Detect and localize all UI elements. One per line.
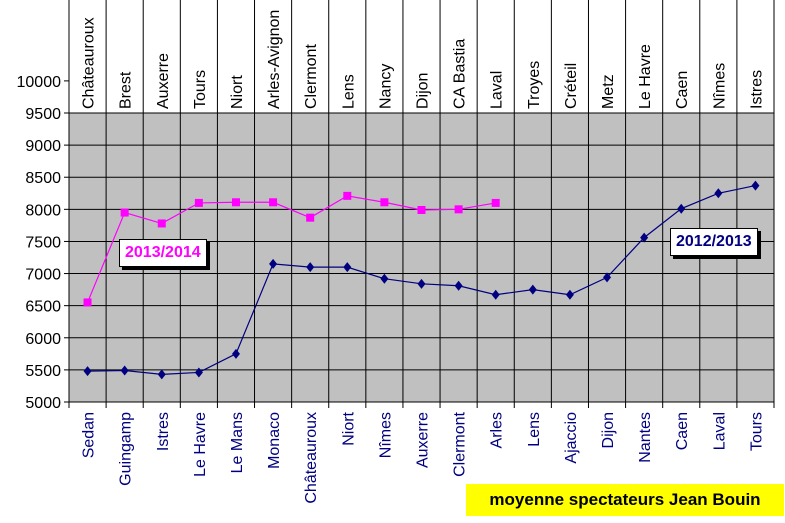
bottom-axis-label: Nîmes <box>377 412 394 458</box>
series-group <box>83 180 760 380</box>
top-axis-label: Caen <box>674 71 691 109</box>
data-point-square <box>120 208 129 217</box>
data-point-diamond <box>231 348 240 359</box>
bottom-axis-label: Auxerre <box>415 412 432 468</box>
y-axis: 5000 5500 6000 6500 7000 7500 8000 8500 9000 9500… <box>17 60 70 412</box>
top-axis-label: Nîmes <box>711 63 728 109</box>
y-tick-label: 7000 <box>25 267 61 284</box>
data-point-diamond <box>380 273 389 284</box>
y-tick-label: 7500 <box>25 234 61 251</box>
data-point-diamond <box>603 272 612 283</box>
y-tick-label: 10000 <box>17 74 62 91</box>
top-axis-labels: Châteauroux Brest Auxerre Tours Niort Arles-A… <box>81 10 766 109</box>
data-point-diamond <box>640 232 649 243</box>
data-point-square <box>83 298 92 307</box>
top-axis-label: Arles-Avignon <box>266 10 283 109</box>
data-point-diamond <box>120 365 129 376</box>
data-point-diamond <box>454 280 463 291</box>
bottom-axis-label: Arles <box>489 412 506 448</box>
chart-title: moyenne spectateurs Jean Bouin <box>466 484 784 516</box>
bottom-axis-labels: Sedan Guingamp Istres Le Havre Le Mans Monaco… <box>81 411 766 503</box>
top-axis-label: Dijon <box>415 73 432 109</box>
bottom-axis-label: Dijon <box>600 412 617 448</box>
legend-2013-2014: 2013/2014 <box>119 239 207 267</box>
y-tick-label: 9000 <box>25 138 61 155</box>
bottom-axis-label: Niort <box>340 411 357 445</box>
bottom-axis-label: Monaco <box>266 412 283 469</box>
data-point-diamond <box>269 258 278 269</box>
data-point-diamond <box>343 262 352 273</box>
data-point-square <box>157 219 166 228</box>
y-tick-label: 9500 <box>25 106 61 123</box>
bottom-axis-label: Nantes <box>637 412 654 463</box>
bottom-axis-label: Tours <box>748 412 765 451</box>
y-tick-label: 5000 <box>25 395 61 412</box>
y-tick-label: 8000 <box>25 202 61 219</box>
bottom-axis-label: Istres <box>155 412 172 451</box>
y-tick-label: 8500 <box>25 170 61 187</box>
chart-title-text: moyenne spectateurs Jean Bouin <box>489 490 761 509</box>
data-point-square <box>491 198 500 207</box>
bottom-axis-label: Laval <box>711 412 728 450</box>
bottom-axis-label: Sedan <box>81 412 98 458</box>
data-point-diamond <box>751 180 760 191</box>
data-point-diamond <box>491 289 500 300</box>
top-axis-label: Laval <box>489 71 506 109</box>
data-point-square <box>231 198 240 207</box>
bottom-axis-label: Caen <box>674 412 691 450</box>
top-axis-label: Troyes <box>526 61 543 109</box>
top-axis-label: Nancy <box>377 64 394 109</box>
bottom-axis-label: Châteauroux <box>303 412 320 504</box>
y-tick-label: 6000 <box>25 331 61 348</box>
data-point-diamond <box>83 366 92 377</box>
bottom-axis-label: Guingamp <box>118 412 135 486</box>
data-point-diamond <box>306 262 315 273</box>
top-axis-label: Metz <box>600 74 617 109</box>
bottom-axis-label: Le Mans <box>229 412 246 473</box>
y-tick-label: 5500 <box>25 363 61 380</box>
data-point-square <box>269 198 278 207</box>
top-axis-label: Créteil <box>563 63 580 109</box>
gridlines <box>68 0 775 408</box>
data-point-square <box>306 213 315 222</box>
legend-label-2013-2014: 2013/2014 <box>125 244 201 261</box>
legend-label-2012-2013: 2012/2013 <box>676 233 752 250</box>
top-axis-label: CA Bastia <box>452 39 469 109</box>
data-point-diamond <box>565 289 574 300</box>
data-point-diamond <box>528 284 537 295</box>
top-axis-label: Niort <box>229 75 246 109</box>
top-axis-label: Châteauroux <box>81 17 98 109</box>
series-line-2013-2014 <box>86 195 496 303</box>
data-point-diamond <box>194 367 203 378</box>
y-tick-label: 6500 <box>25 299 61 316</box>
data-point-diamond <box>417 278 426 289</box>
data-point-diamond <box>677 203 686 214</box>
bottom-axis-label: Clermont <box>452 411 469 476</box>
top-axis-label: Lens <box>340 74 357 109</box>
bottom-axis-label: Le Havre <box>192 412 209 477</box>
data-point-diamond <box>157 369 166 380</box>
data-point-square <box>194 198 203 207</box>
data-point-square <box>417 205 426 214</box>
top-axis-label: Clermont <box>303 44 320 109</box>
data-point-diamond <box>714 188 723 199</box>
legend-2012-2013: 2012/2013 <box>670 228 758 256</box>
top-axis-label: Auxerre <box>155 53 172 109</box>
top-axis-label: Tours <box>192 70 209 109</box>
top-axis-label: Le Havre <box>637 44 654 109</box>
bottom-axis-label: Lens <box>526 412 543 447</box>
data-point-square <box>380 198 389 207</box>
top-axis-label: Istres <box>748 70 765 109</box>
data-point-square <box>343 191 352 200</box>
bottom-axis-label: Ajaccio <box>563 412 580 464</box>
data-point-square <box>454 205 463 214</box>
top-axis-label: Brest <box>118 71 135 109</box>
